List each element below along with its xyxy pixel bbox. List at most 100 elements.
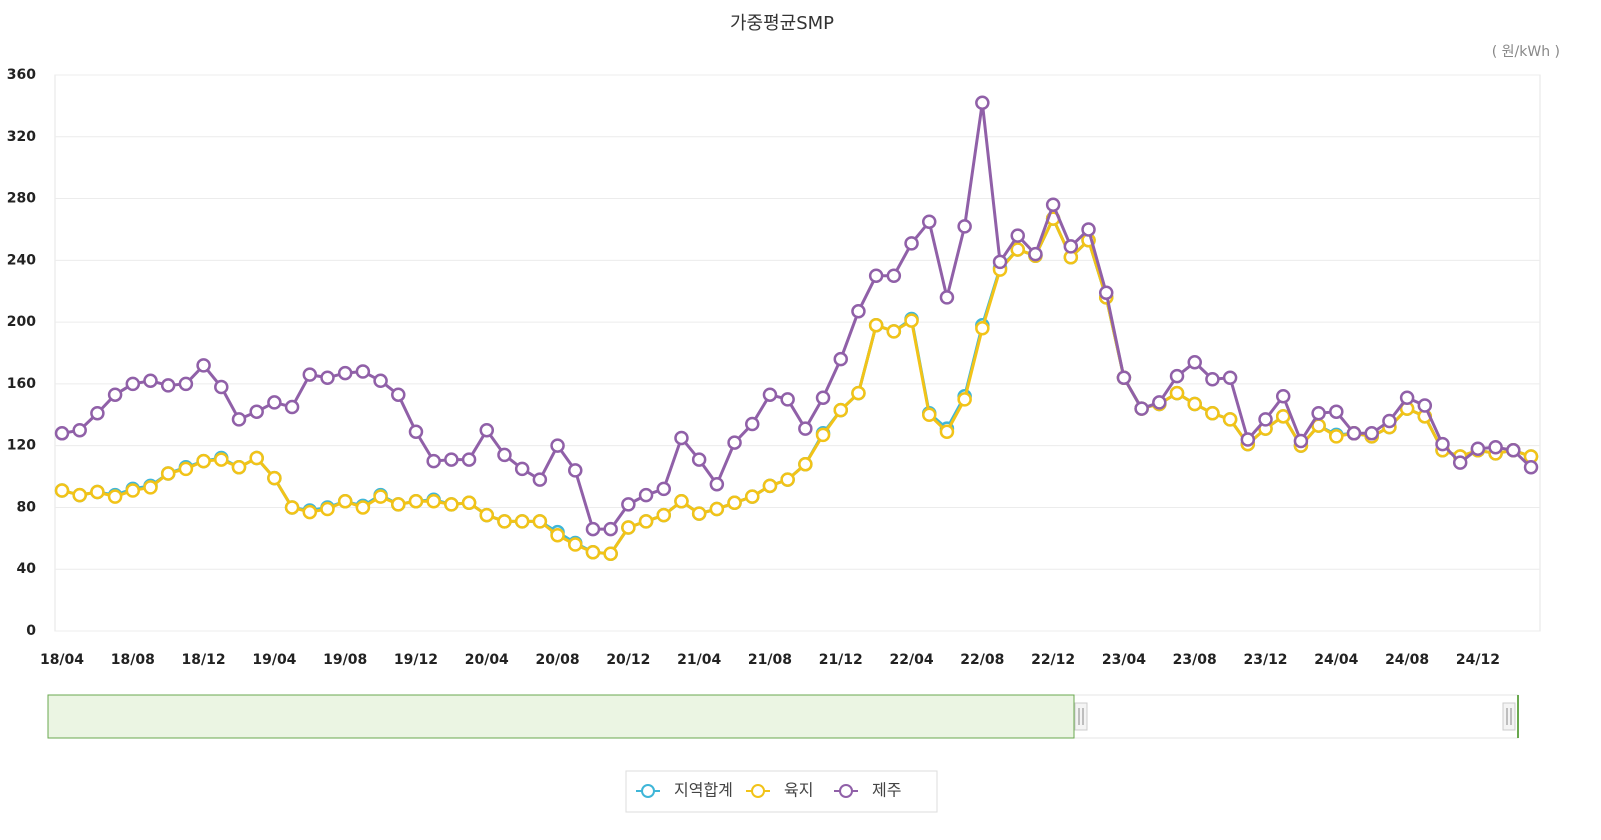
- navigator-handle[interactable]: [1502, 702, 1516, 731]
- data-point: [975, 321, 990, 336]
- legend-label[interactable]: 지역합계: [674, 781, 733, 800]
- legend-label[interactable]: 제주: [872, 781, 901, 800]
- data-point: [656, 481, 672, 497]
- data-point: [408, 494, 424, 509]
- data-point: [603, 521, 618, 537]
- legend-label[interactable]: 육지: [784, 781, 813, 800]
- data-point: [54, 426, 70, 441]
- y-tick-label: 80: [17, 499, 37, 515]
- y-tick-label: 160: [7, 376, 36, 392]
- data-point: [143, 480, 158, 495]
- data-point: [939, 424, 955, 440]
- data-point: [1275, 388, 1291, 404]
- data-point: [1488, 439, 1503, 455]
- data-point: [72, 487, 87, 503]
- data-point: [90, 405, 105, 421]
- x-tick-label: 24/12: [1456, 652, 1500, 668]
- legend-box: [625, 770, 938, 813]
- data-point: [72, 422, 87, 438]
- data-point: [851, 304, 866, 319]
- series-line: [61, 101, 1533, 531]
- data-point: [1523, 460, 1539, 475]
- data-point: [868, 268, 884, 284]
- data-point: [691, 506, 707, 521]
- data-point: [1205, 405, 1220, 421]
- data-point: [1293, 433, 1309, 449]
- legend-marker[interactable]: [839, 784, 853, 798]
- data-point: [214, 452, 229, 467]
- data-point: [355, 364, 371, 379]
- data-point: [798, 456, 813, 472]
- data-point: [815, 390, 831, 406]
- data-point: [727, 495, 742, 511]
- data-point: [1364, 426, 1379, 441]
- data-point: [939, 290, 955, 305]
- data-point: [1169, 385, 1185, 401]
- data-point: [231, 412, 247, 427]
- data-point: [444, 452, 459, 467]
- y-tick-label: 200: [7, 314, 36, 330]
- data-point: [727, 435, 742, 450]
- data-point: [54, 483, 70, 498]
- y-tick-label: 320: [7, 129, 36, 145]
- data-point: [709, 477, 725, 492]
- navigator-handle[interactable]: [1074, 702, 1088, 731]
- data-point: [921, 407, 937, 423]
- navigator[interactable]: [47, 694, 1519, 739]
- data-point: [320, 370, 335, 385]
- data-point: [568, 537, 583, 552]
- data-point: [1098, 285, 1114, 301]
- x-tick-label: 19/04: [252, 652, 296, 668]
- data-point: [886, 324, 902, 339]
- data-point: [904, 313, 919, 328]
- data-point: [284, 500, 300, 515]
- x-tick-label: 20/04: [465, 652, 509, 668]
- data-point: [833, 351, 848, 367]
- data-point: [1435, 436, 1450, 452]
- data-point: [1329, 429, 1344, 444]
- data-point: [1205, 372, 1220, 387]
- data-point: [957, 219, 972, 234]
- data-point: [214, 379, 229, 395]
- unit-label: ( 원/kWh ): [1492, 44, 1560, 60]
- data-point: [992, 254, 1008, 270]
- y-tick-label: 240: [7, 252, 36, 268]
- series-line: [61, 217, 1532, 556]
- data-point: [514, 514, 530, 529]
- legend-marker[interactable]: [641, 784, 655, 798]
- data-point: [337, 494, 353, 509]
- y-tick-label: 280: [7, 191, 36, 207]
- data-point: [638, 514, 654, 529]
- x-tick-label: 19/08: [323, 652, 367, 668]
- data-point: [284, 399, 300, 415]
- data-point: [143, 373, 158, 389]
- data-point: [550, 438, 565, 453]
- data-point: [709, 501, 725, 517]
- legend-marker[interactable]: [751, 784, 765, 798]
- data-point: [691, 452, 707, 467]
- data-point: [1222, 412, 1238, 427]
- x-tick-label: 23/08: [1173, 652, 1217, 668]
- data-point: [444, 497, 459, 512]
- x-tick-label: 18/08: [111, 652, 155, 668]
- x-tick-label: 22/08: [960, 652, 1004, 668]
- x-tick-label: 20/08: [536, 652, 580, 668]
- x-tick-label: 24/04: [1314, 652, 1358, 668]
- data-point: [1081, 222, 1096, 237]
- x-tick-label: 21/04: [677, 652, 721, 668]
- navigator-selection[interactable]: [47, 694, 1075, 739]
- data-point: [621, 497, 636, 512]
- data-point: [160, 466, 176, 481]
- data-point: [1187, 396, 1202, 412]
- data-point: [461, 452, 477, 467]
- data-point: [1399, 390, 1415, 406]
- data-point: [497, 514, 512, 529]
- data-point: [426, 494, 441, 509]
- data-point: [1222, 370, 1238, 385]
- data-point: [815, 427, 831, 443]
- data-point: [1240, 432, 1256, 447]
- data-point: [868, 317, 884, 333]
- data-point: [532, 514, 548, 529]
- data-point: [196, 453, 211, 469]
